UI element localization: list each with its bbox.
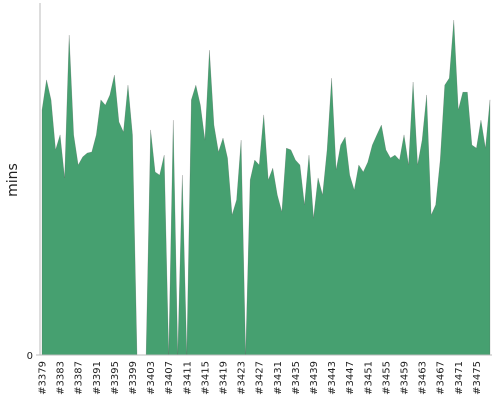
x-tick-label: #3451: [363, 361, 374, 395]
x-tick-label: #3475: [472, 361, 483, 395]
x-tick-label: #3423: [237, 361, 248, 395]
y-tick-label: 0: [27, 351, 33, 362]
x-tick-label: #3443: [327, 361, 338, 395]
x-tick-label: #3447: [345, 361, 356, 395]
y-axis-title: mins: [5, 163, 21, 197]
x-tick-label: #3463: [418, 361, 429, 395]
x-tick-label: #3379: [38, 361, 49, 395]
x-tick-label: #3459: [400, 361, 411, 395]
x-tick-label: #3403: [146, 361, 157, 395]
x-tick-label: #3431: [273, 361, 284, 395]
x-tick-label: #3399: [128, 361, 139, 395]
x-tick-label: #3467: [436, 361, 447, 395]
x-tick-label: #3419: [219, 361, 230, 395]
x-tick-label: #3411: [182, 361, 193, 395]
x-tick-label: #3387: [74, 361, 85, 395]
area: [41, 20, 491, 356]
x-tick-label: #3383: [56, 361, 67, 395]
x-tick-label: #3427: [255, 361, 266, 395]
x-tick-label: #3471: [454, 361, 465, 395]
x-tick-label: #3435: [291, 361, 302, 395]
x-tick-label: #3407: [164, 361, 175, 395]
x-tick-label: #3415: [200, 361, 211, 395]
x-tick-label: #3439: [309, 361, 320, 395]
x-tick-label: #3395: [110, 361, 121, 395]
x-tick-label: #3455: [381, 361, 392, 395]
x-tick-label: #3391: [92, 361, 103, 395]
